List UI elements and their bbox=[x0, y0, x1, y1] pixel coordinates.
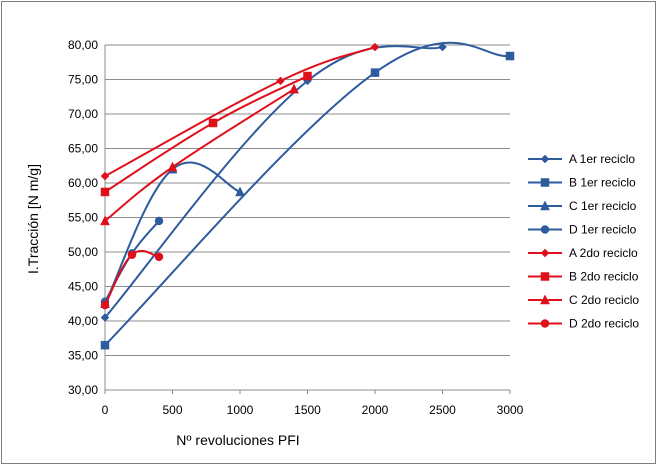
series-line bbox=[104, 45, 443, 319]
legend-label: C 2do reciclo bbox=[569, 293, 639, 307]
legend-item: C 2do reciclo bbox=[528, 293, 639, 307]
legend-label: B 2do reciclo bbox=[569, 270, 639, 284]
legend: A 1er reciclo B 1er reciclo C 1er reciclo D… bbox=[528, 152, 639, 331]
y-tick-label: 50,00 bbox=[68, 245, 98, 259]
series-6 bbox=[100, 71, 312, 197]
y-tick-label: 75,00 bbox=[68, 73, 98, 87]
x-tick-label: 1000 bbox=[227, 403, 254, 417]
x-axis-title: Nº revoluciones PFI bbox=[176, 432, 299, 448]
legend-label: B 1er reciclo bbox=[569, 176, 636, 190]
x-tick-label: 1500 bbox=[294, 403, 321, 417]
data-point bbox=[370, 42, 380, 52]
x-tick-label: 3000 bbox=[497, 403, 524, 417]
y-tick-label: 70,00 bbox=[68, 107, 98, 121]
data-point bbox=[100, 171, 110, 181]
y-tick-label: 65,00 bbox=[68, 142, 98, 156]
axes bbox=[104, 45, 511, 394]
legend-item: C 1er reciclo bbox=[528, 199, 637, 213]
x-tick-label: 2000 bbox=[362, 403, 389, 417]
series-2 bbox=[100, 41, 515, 350]
data-point bbox=[154, 216, 164, 226]
data-point bbox=[208, 118, 218, 128]
legend-label: D 1er reciclo bbox=[569, 223, 637, 237]
legend-item: A 2do reciclo bbox=[528, 246, 638, 260]
x-tick-label: 0 bbox=[102, 403, 109, 417]
y-tick-label: 30,00 bbox=[68, 383, 98, 397]
legend-marker bbox=[540, 178, 550, 187]
legend-marker bbox=[540, 154, 550, 164]
legend-marker bbox=[540, 248, 550, 258]
series-line bbox=[104, 88, 295, 222]
legend-label: C 1er reciclo bbox=[569, 199, 637, 213]
y-tick-label: 80,00 bbox=[68, 38, 98, 52]
data-point bbox=[370, 68, 380, 77]
tick-labels: 30,00 35,00 40,00 45,00 50,00 55,00 60,00 65,00… bbox=[68, 38, 524, 417]
legend-label: A 1er reciclo bbox=[569, 152, 635, 166]
series-3 bbox=[100, 161, 245, 308]
y-tick-label: 35,00 bbox=[68, 349, 98, 363]
y-tick-label: 45,00 bbox=[68, 280, 98, 294]
gridlines bbox=[105, 44, 510, 356]
data-point bbox=[167, 161, 178, 172]
y-tick-label: 55,00 bbox=[68, 211, 98, 225]
legend-item: D 1er reciclo bbox=[528, 223, 637, 237]
legend-marker bbox=[540, 319, 550, 328]
legend-label: D 2do reciclo bbox=[569, 317, 639, 331]
series-line bbox=[104, 46, 376, 177]
series-8 bbox=[100, 249, 164, 310]
y-axis-title: I.Tracción [N m/g] bbox=[25, 164, 41, 274]
data-point bbox=[235, 186, 245, 197]
legend-item: B 1er reciclo bbox=[528, 176, 636, 190]
data-point bbox=[505, 51, 515, 61]
series-7 bbox=[100, 83, 299, 226]
legend-marker bbox=[540, 294, 550, 305]
data-point bbox=[154, 252, 164, 262]
data-point bbox=[100, 340, 110, 350]
data-point bbox=[438, 42, 447, 52]
series-line bbox=[104, 75, 308, 193]
data-point bbox=[100, 187, 110, 197]
series-line bbox=[104, 41, 511, 346]
legend-item: D 2do reciclo bbox=[528, 317, 639, 331]
data-point bbox=[100, 215, 110, 226]
legend-marker bbox=[540, 225, 550, 234]
data-point bbox=[127, 250, 137, 260]
y-tick-label: 40,00 bbox=[68, 314, 98, 328]
series-layer bbox=[100, 41, 515, 350]
data-point bbox=[100, 300, 110, 310]
series-5 bbox=[100, 42, 380, 181]
y-tick-label: 60,00 bbox=[68, 176, 98, 190]
x-tick-label: 500 bbox=[162, 403, 182, 417]
data-point bbox=[289, 83, 299, 94]
legend-item: A 1er reciclo bbox=[528, 152, 635, 166]
legend-label: A 2do reciclo bbox=[569, 246, 638, 260]
data-point bbox=[303, 71, 312, 81]
data-point bbox=[276, 76, 285, 86]
legend-item: B 2do reciclo bbox=[528, 270, 639, 284]
x-tick-label: 2500 bbox=[429, 403, 456, 417]
legend-marker bbox=[540, 272, 550, 281]
data-point bbox=[100, 313, 110, 322]
legend-marker bbox=[540, 200, 550, 211]
